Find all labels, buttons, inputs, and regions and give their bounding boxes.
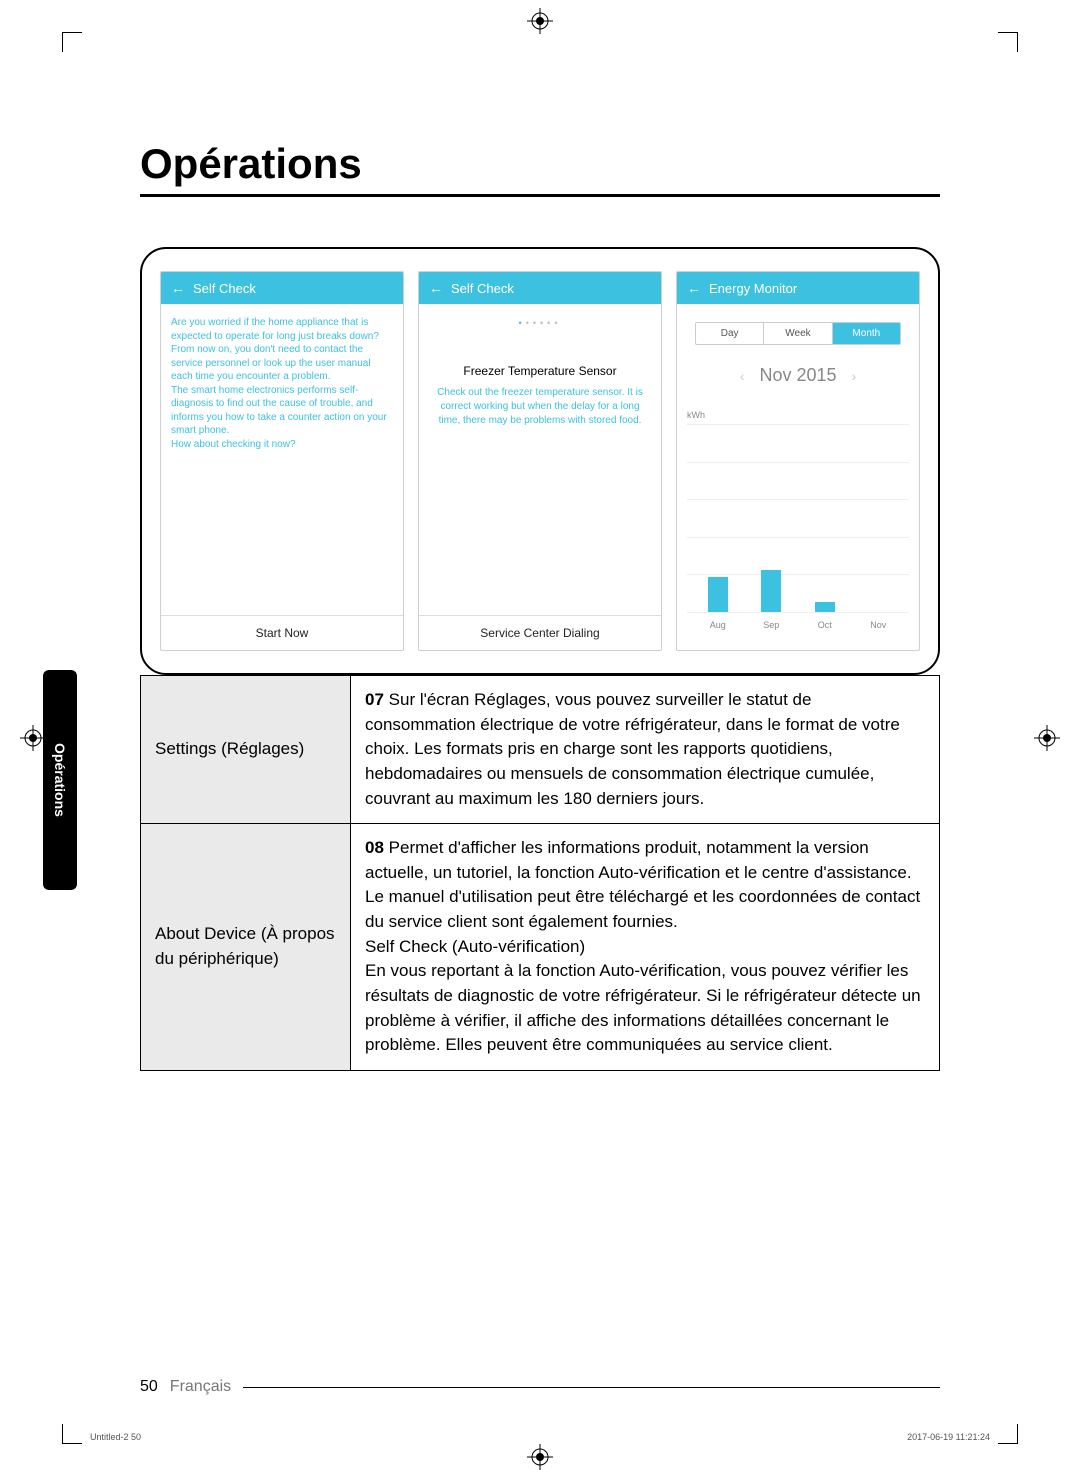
crop-mark-icon	[62, 32, 82, 33]
chart-x-labels: Aug Sep Oct Nov	[687, 620, 909, 630]
row-text-before: Permet d'afficher les informations produ…	[365, 838, 920, 931]
bar-oct	[815, 602, 835, 612]
back-arrow-icon[interactable]: ←	[687, 280, 701, 296]
row-subheading: Self Check (Auto-vérification)	[365, 937, 585, 956]
page-language: Français	[170, 1378, 231, 1396]
screen-self-check-intro: ← Self Check Are you worried if the home…	[160, 271, 404, 651]
print-footer-left: Untitled-2 50	[90, 1432, 141, 1442]
sensor-body: •••••• Freezer Temperature Sensor Check …	[419, 304, 661, 615]
row-number: 08	[365, 838, 384, 857]
footer-rule	[243, 1387, 940, 1388]
page-footer: 50 Français	[140, 1378, 940, 1396]
period-tab-month[interactable]: Month	[833, 323, 900, 344]
pagination-dot-icon: •	[533, 318, 540, 328]
period-tab-week[interactable]: Week	[764, 323, 832, 344]
side-tab-label: Opérations	[52, 743, 68, 817]
screen-title: Energy Monitor	[709, 281, 797, 296]
gridline	[687, 612, 909, 613]
period-tabs: DayWeekMonth	[695, 322, 901, 345]
self-check-body-text: Are you worried if the home appliance th…	[161, 304, 403, 615]
sensor-title: Freezer Temperature Sensor	[429, 364, 651, 378]
table-label-cell: About Device (À propos du périphérique)	[141, 824, 351, 1071]
crop-mark-icon	[998, 1443, 1018, 1444]
x-label: Aug	[708, 620, 728, 630]
gridline	[687, 424, 909, 425]
crop-mark-icon	[62, 1424, 63, 1444]
page-number: 50	[140, 1378, 158, 1396]
registration-mark-icon	[527, 8, 553, 34]
month-label: Nov 2015	[759, 365, 836, 385]
table-text-cell: 08 Permet d'afficher les informations pr…	[351, 824, 940, 1071]
x-label: Nov	[868, 620, 888, 630]
chart-bars	[687, 452, 909, 612]
pagination-dot-icon: •	[554, 318, 561, 328]
screen-header: ← Self Check	[161, 272, 403, 304]
back-arrow-icon[interactable]: ←	[171, 280, 185, 296]
x-label: Oct	[815, 620, 835, 630]
row-text: Sur l'écran Réglages, vous pouvez survei…	[365, 690, 900, 808]
registration-mark-icon	[1034, 725, 1060, 751]
month-navigation: ‹ Nov 2015 ›	[687, 357, 909, 400]
page-title: Opérations	[140, 140, 940, 197]
screen-title: Self Check	[451, 281, 514, 296]
period-tab-day[interactable]: Day	[696, 323, 764, 344]
side-tab: Opérations	[43, 670, 77, 890]
screen-header: ← Self Check	[419, 272, 661, 304]
crop-mark-icon	[1017, 1424, 1018, 1444]
sensor-description: Check out the freezer temperature sensor…	[429, 386, 651, 428]
screens-container: ← Self Check Are you worried if the home…	[140, 247, 940, 675]
registration-mark-icon	[527, 1444, 553, 1470]
table-row: Settings (Réglages) 07 Sur l'écran Régla…	[141, 676, 940, 824]
table-row: About Device (À propos du périphérique) …	[141, 824, 940, 1071]
chevron-right-icon[interactable]: ›	[842, 368, 867, 384]
table-text-cell: 07 Sur l'écran Réglages, vous pouvez sur…	[351, 676, 940, 824]
screen-title: Self Check	[193, 281, 256, 296]
screen-self-check-sensor: ← Self Check •••••• Freezer Temperature …	[418, 271, 662, 651]
bar-aug	[708, 577, 728, 612]
x-label: Sep	[761, 620, 781, 630]
chevron-left-icon[interactable]: ‹	[730, 368, 755, 384]
table-label-cell: Settings (Réglages)	[141, 676, 351, 824]
crop-mark-icon	[998, 32, 1018, 33]
pagination-dots: ••••••	[429, 316, 651, 364]
energy-body: DayWeekMonth ‹ Nov 2015 › kWh Aug Sep Oct N…	[677, 304, 919, 650]
print-footer-right: 2017-06-19 11:21:24	[907, 1432, 990, 1442]
crop-mark-icon	[1017, 32, 1018, 52]
back-arrow-icon[interactable]: ←	[429, 280, 443, 296]
description-table: Settings (Réglages) 07 Sur l'écran Régla…	[140, 675, 940, 1071]
bar-sep	[761, 570, 781, 612]
energy-chart: kWh AugSepOctNov	[687, 424, 909, 630]
screen-header: ← Energy Monitor	[677, 272, 919, 304]
crop-mark-icon	[62, 1443, 82, 1444]
pagination-dot-icon: •	[519, 318, 526, 328]
start-now-button[interactable]: Start Now	[161, 615, 403, 650]
crop-mark-icon	[62, 32, 63, 52]
screen-energy-monitor: ← Energy Monitor DayWeekMonth ‹ Nov 2015…	[676, 271, 920, 651]
y-axis-unit: kWh	[687, 410, 705, 420]
row-text-after: En vous reportant à la fonction Auto-vér…	[365, 961, 921, 1054]
pagination-dot-icon: •	[526, 318, 533, 328]
service-center-dialing-button[interactable]: Service Center Dialing	[419, 615, 661, 650]
row-number: 07	[365, 690, 384, 709]
